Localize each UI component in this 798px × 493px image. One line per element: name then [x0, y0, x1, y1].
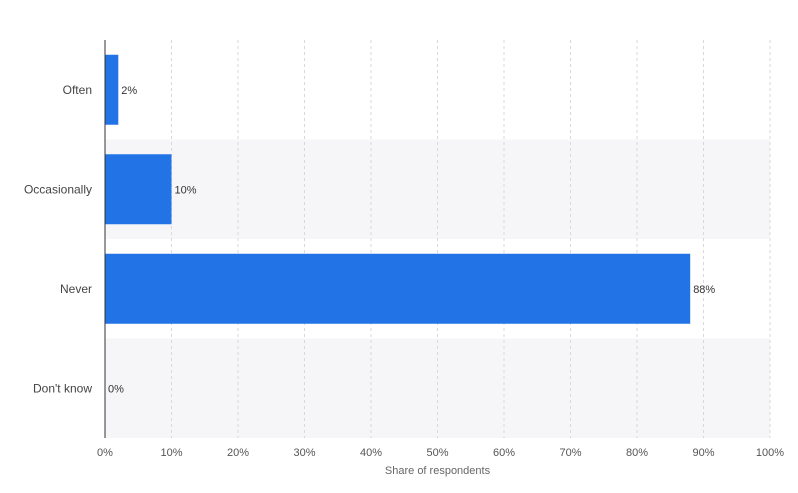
category-label: Occasionally [24, 182, 92, 196]
x-tick-label: 80% [626, 447, 648, 459]
bar-occasionally [105, 154, 172, 225]
x-axis-title: Share of respondents [385, 465, 491, 477]
x-tick-label: 50% [426, 447, 448, 459]
bar-often [105, 54, 119, 125]
category-label: Never [60, 282, 92, 296]
x-tick-label: 100% [756, 447, 784, 459]
category-labels: Often Occasionally Never Don't know [24, 83, 92, 396]
category-label: Often [63, 83, 92, 97]
bar-never [105, 253, 691, 324]
x-tick-label: 60% [493, 447, 515, 459]
x-tick-label: 0% [97, 447, 113, 459]
value-label: 88% [693, 284, 715, 296]
value-label: 0% [108, 383, 124, 395]
grid-lines [171, 40, 771, 438]
category-label: Don't know [33, 381, 92, 395]
bars [105, 54, 691, 324]
x-tick-label: 10% [160, 447, 182, 459]
x-tick-label: 70% [559, 447, 581, 459]
value-label: 10% [175, 184, 197, 196]
x-tick-label: 20% [227, 447, 249, 459]
x-tick-label: 30% [293, 447, 315, 459]
x-tick-labels: 0% 10% 20% 30% 40% 50% 60% 70% 80% 90% 100% [97, 447, 784, 459]
x-tick-label: 90% [692, 447, 714, 459]
x-tick-label: 40% [360, 447, 382, 459]
value-label: 2% [121, 85, 137, 97]
value-labels: 2% 10% 88% 0% [108, 85, 715, 396]
